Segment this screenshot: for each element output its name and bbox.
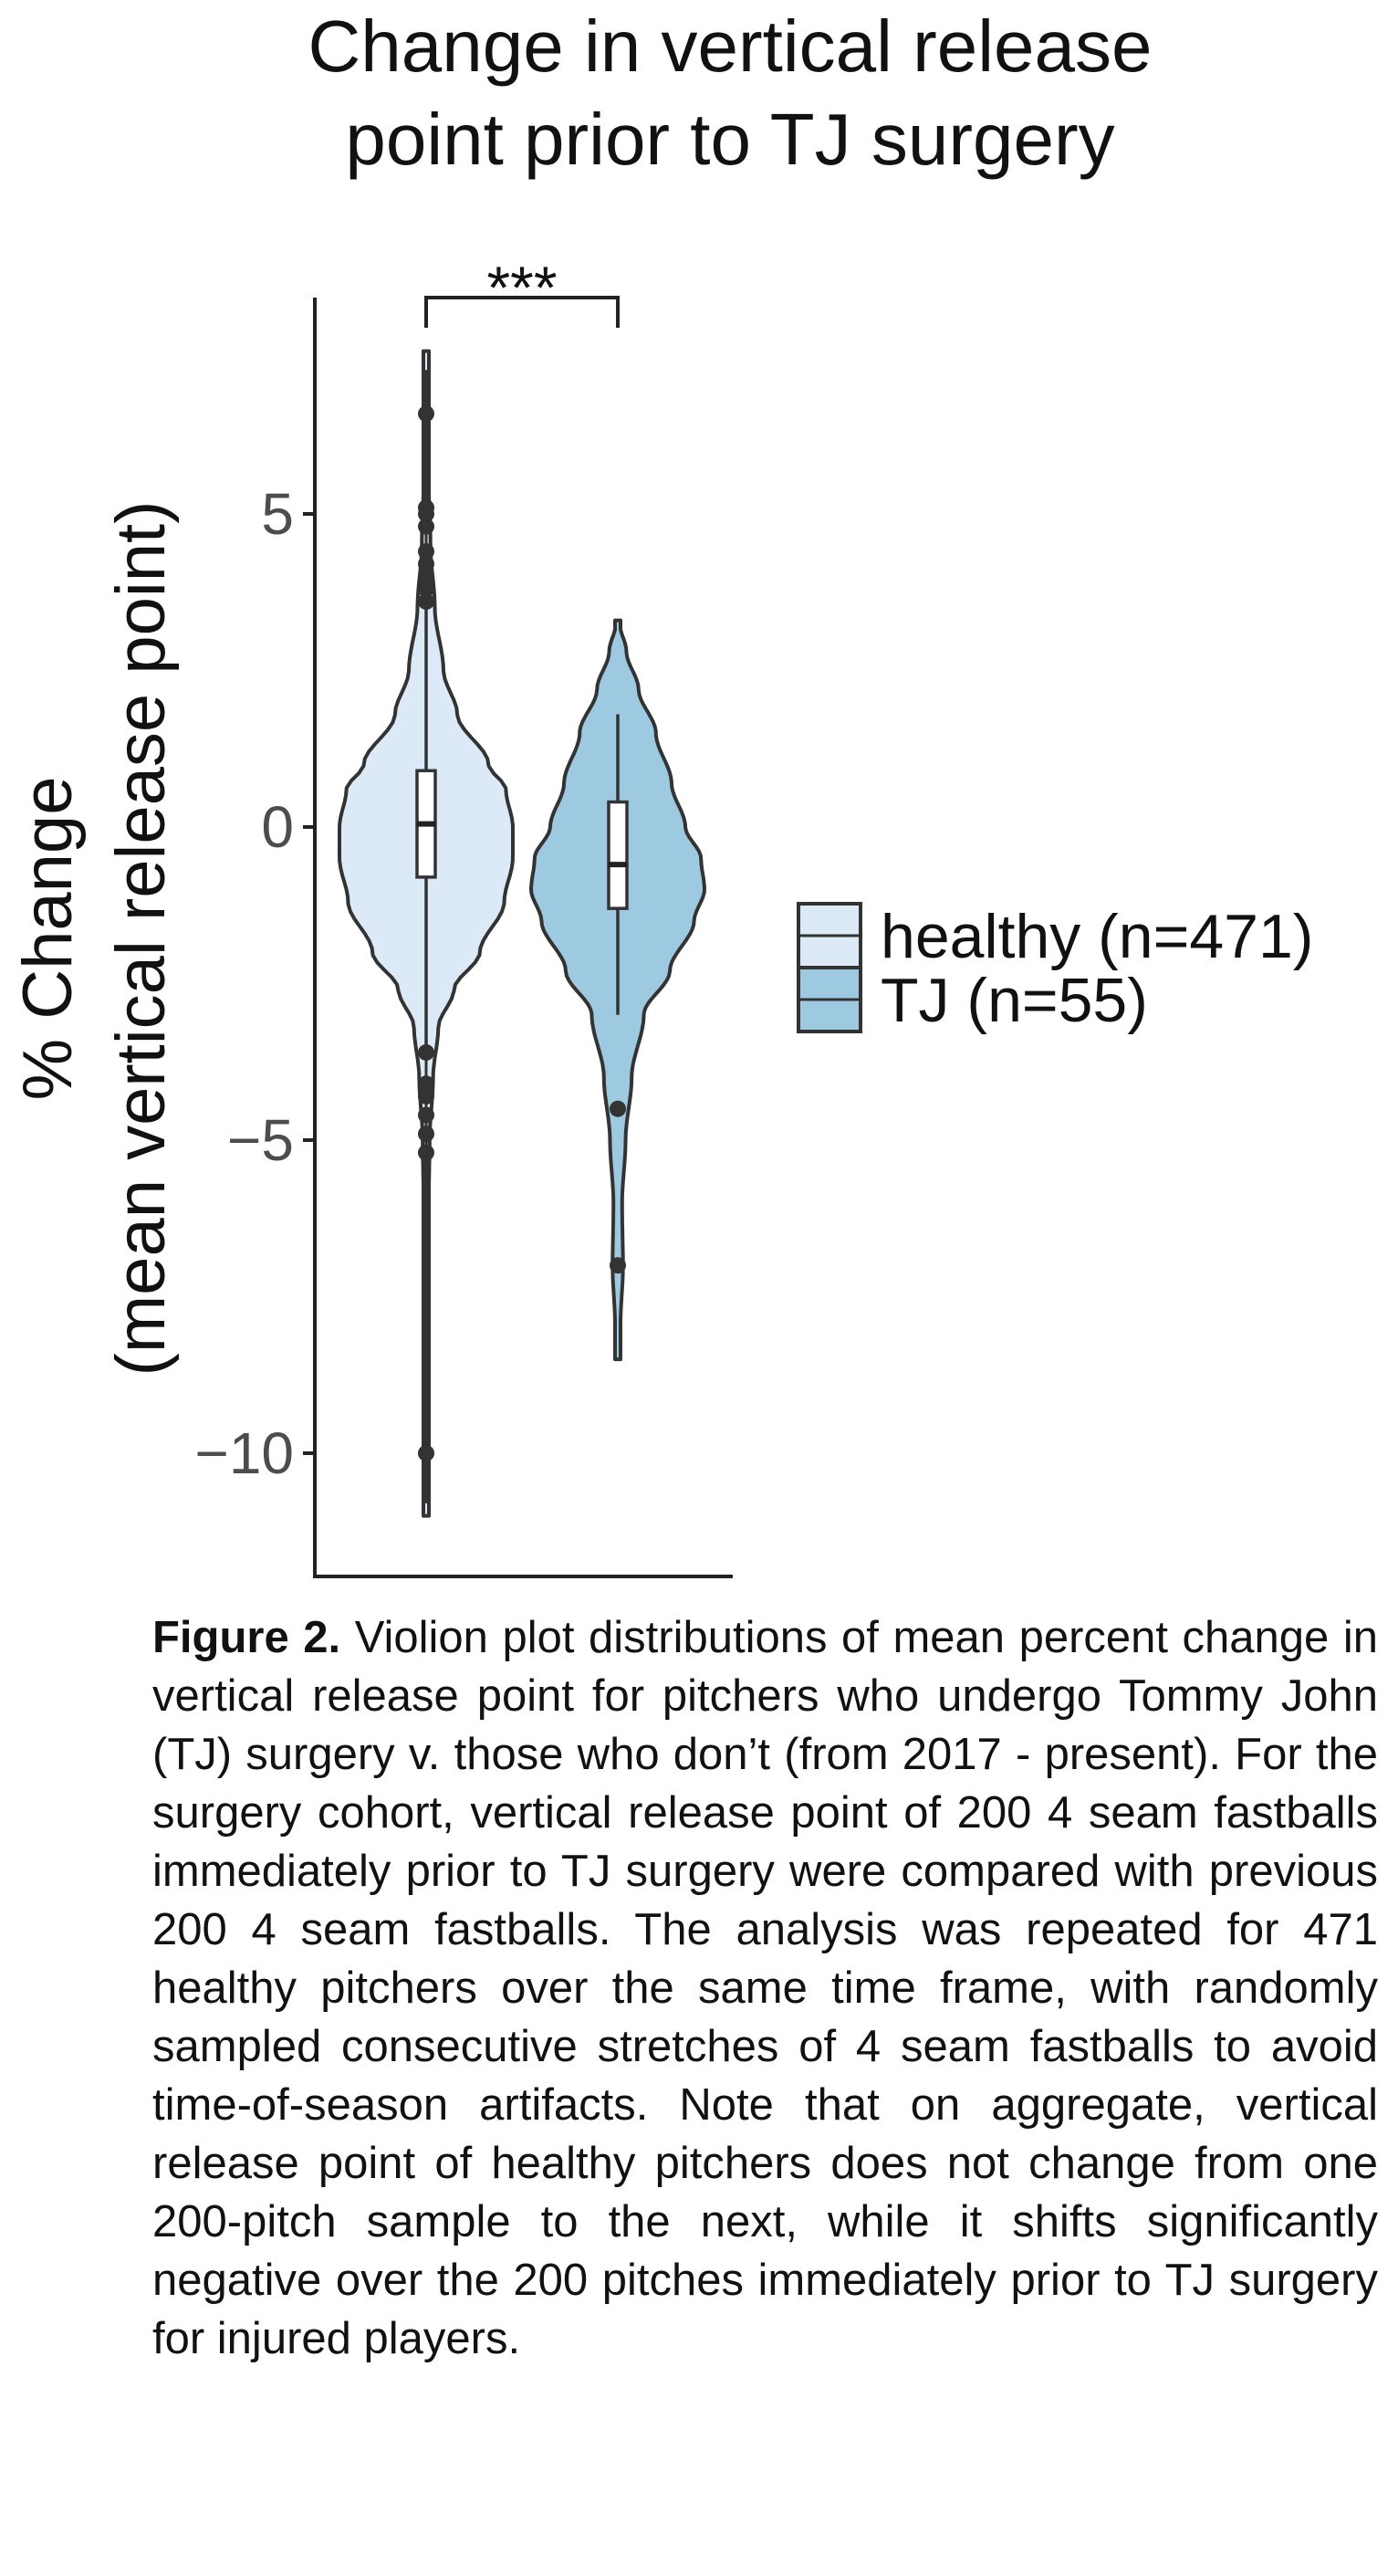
outlier-point	[418, 1075, 434, 1093]
outlier-point	[418, 405, 434, 423]
outlier-point	[418, 555, 434, 572]
outlier-point	[418, 506, 434, 522]
violin-plot: 5 0 −5 −10 *** % Change (mean vertical rele…	[9, 254, 1313, 1578]
y-tick-label: 5	[261, 481, 294, 547]
outlier-point	[418, 568, 434, 585]
outlier-point	[610, 1257, 626, 1274]
significance-bracket	[424, 296, 620, 328]
y-tick-label: 0	[261, 794, 294, 860]
iqr-box	[607, 800, 629, 910]
chart-title: Change in vertical release point prior t…	[0, 0, 1398, 186]
y-axis-label-line-1: % Change	[9, 777, 87, 1101]
outlier-point	[418, 1144, 434, 1161]
y-tick-label: −10	[194, 1420, 294, 1486]
caption-text: Violion plot distributions of mean perce…	[152, 1613, 1378, 2363]
outlier-point	[418, 518, 434, 535]
violins	[338, 349, 706, 1518]
y-axis-ticks: 5 0 −5 −10	[194, 481, 315, 1486]
outlier-point	[610, 1100, 626, 1117]
figure-caption: Figure 2. Violion plot distributions of …	[152, 1608, 1378, 2368]
chart-title-line-1: Change in vertical release	[308, 5, 1153, 87]
outlier-point	[418, 593, 434, 611]
significance-label: ***	[486, 254, 557, 321]
outlier-points	[418, 405, 626, 1461]
legend: healthy (n=471)TJ (n=55)	[797, 902, 1313, 1035]
chart-title-line-2: point prior to TJ surgery	[345, 99, 1115, 180]
outlier-point	[418, 1087, 434, 1105]
outlier-point	[418, 1106, 434, 1124]
y-axis-label-line-2: (mean vertical release point)	[102, 501, 180, 1377]
outlier-point	[418, 1445, 434, 1461]
outlier-point	[418, 1043, 434, 1061]
outlier-point	[418, 581, 434, 598]
legend-label-healthy: healthy (n=471)	[881, 902, 1313, 971]
outlier-point	[418, 1126, 434, 1143]
caption-label: Figure 2.	[152, 1613, 341, 1662]
y-tick-label: −5	[227, 1107, 294, 1173]
outlier-point	[418, 543, 434, 560]
legend-label-tj: TJ (n=55)	[881, 966, 1148, 1035]
